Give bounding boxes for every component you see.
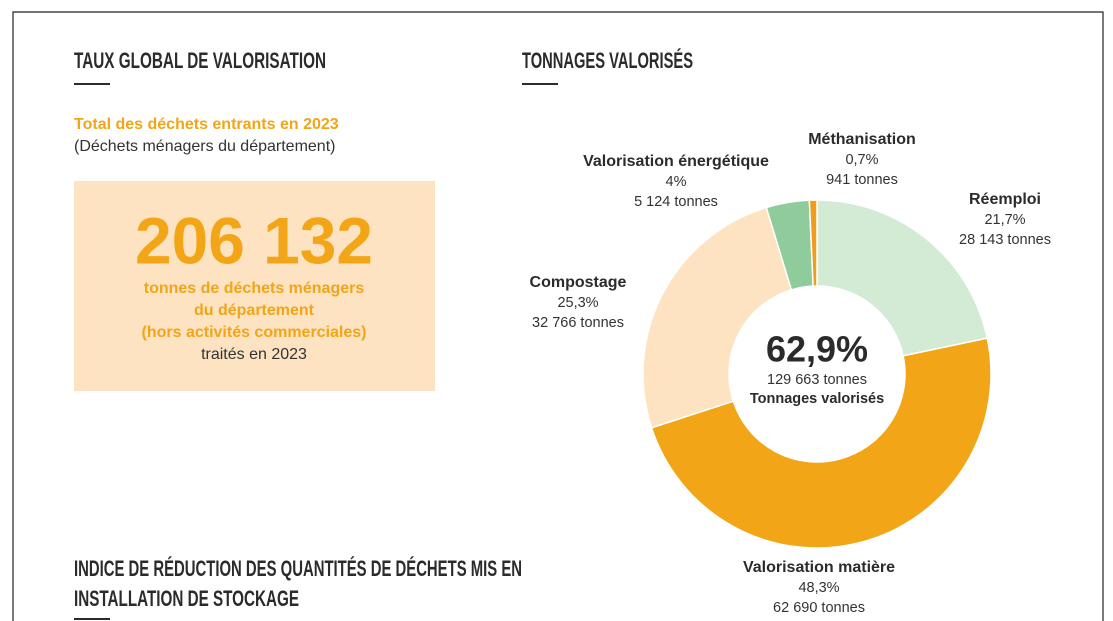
subtitle: (Déchets ménagers du département) xyxy=(74,138,335,155)
box-line: tonnes de déchets ménagers xyxy=(144,280,365,297)
slice-name: Valorisation énergétique xyxy=(583,153,769,170)
center-percent: 62,9% xyxy=(766,329,868,370)
slice-percent: 0,7% xyxy=(845,152,878,168)
donut-slice xyxy=(816,199,989,357)
slice-name: Réemploi xyxy=(969,191,1041,208)
slice-name: Valorisation matière xyxy=(743,559,895,576)
slice-tonnage: 5 124 tonnes xyxy=(634,194,718,210)
slice-tonnage: 62 690 tonnes xyxy=(773,600,865,616)
slice-percent: 4% xyxy=(666,174,687,190)
center-tonnage: 129 663 tonnes xyxy=(767,372,867,388)
box-line: (hors activités commerciales) xyxy=(142,324,367,341)
title-underline xyxy=(74,618,110,620)
center-label: Tonnages valorisés xyxy=(750,391,884,407)
slice-tonnage: 32 766 tonnes xyxy=(532,315,624,331)
donut-slice xyxy=(650,337,992,549)
highlight-box xyxy=(74,181,435,391)
slice-tonnage: 28 143 tonnes xyxy=(959,232,1051,248)
donut-slice xyxy=(642,206,793,429)
slice-percent: 48,3% xyxy=(798,580,839,596)
donut-slice xyxy=(808,199,818,287)
slice-name: Compostage xyxy=(530,274,627,291)
chart-title: TONNAGES VALORISÉS xyxy=(522,48,693,73)
highlight: Total des déchets entrants en 2023 xyxy=(74,116,339,133)
frame xyxy=(12,11,1104,621)
slice-percent: 25,3% xyxy=(557,295,598,311)
slice-name: Méthanisation xyxy=(808,131,916,148)
section-title: INDICE DE RÉDUCTION DES QUANTITÉS DE DÉC… xyxy=(74,556,522,581)
slice-tonnage: 941 tonnes xyxy=(826,172,898,188)
slice-percent: 21,7% xyxy=(984,212,1025,228)
big-number: 206 132 xyxy=(135,203,373,277)
section-title: TAUX GLOBAL DE VALORISATION xyxy=(74,48,326,73)
title-underline xyxy=(522,83,558,85)
section-title: INSTALLATION DE STOCKAGE xyxy=(74,586,299,611)
donut xyxy=(642,199,992,549)
title-underline xyxy=(74,83,110,85)
box-footer: traités en 2023 xyxy=(201,346,307,363)
box-line: du département xyxy=(194,302,315,319)
